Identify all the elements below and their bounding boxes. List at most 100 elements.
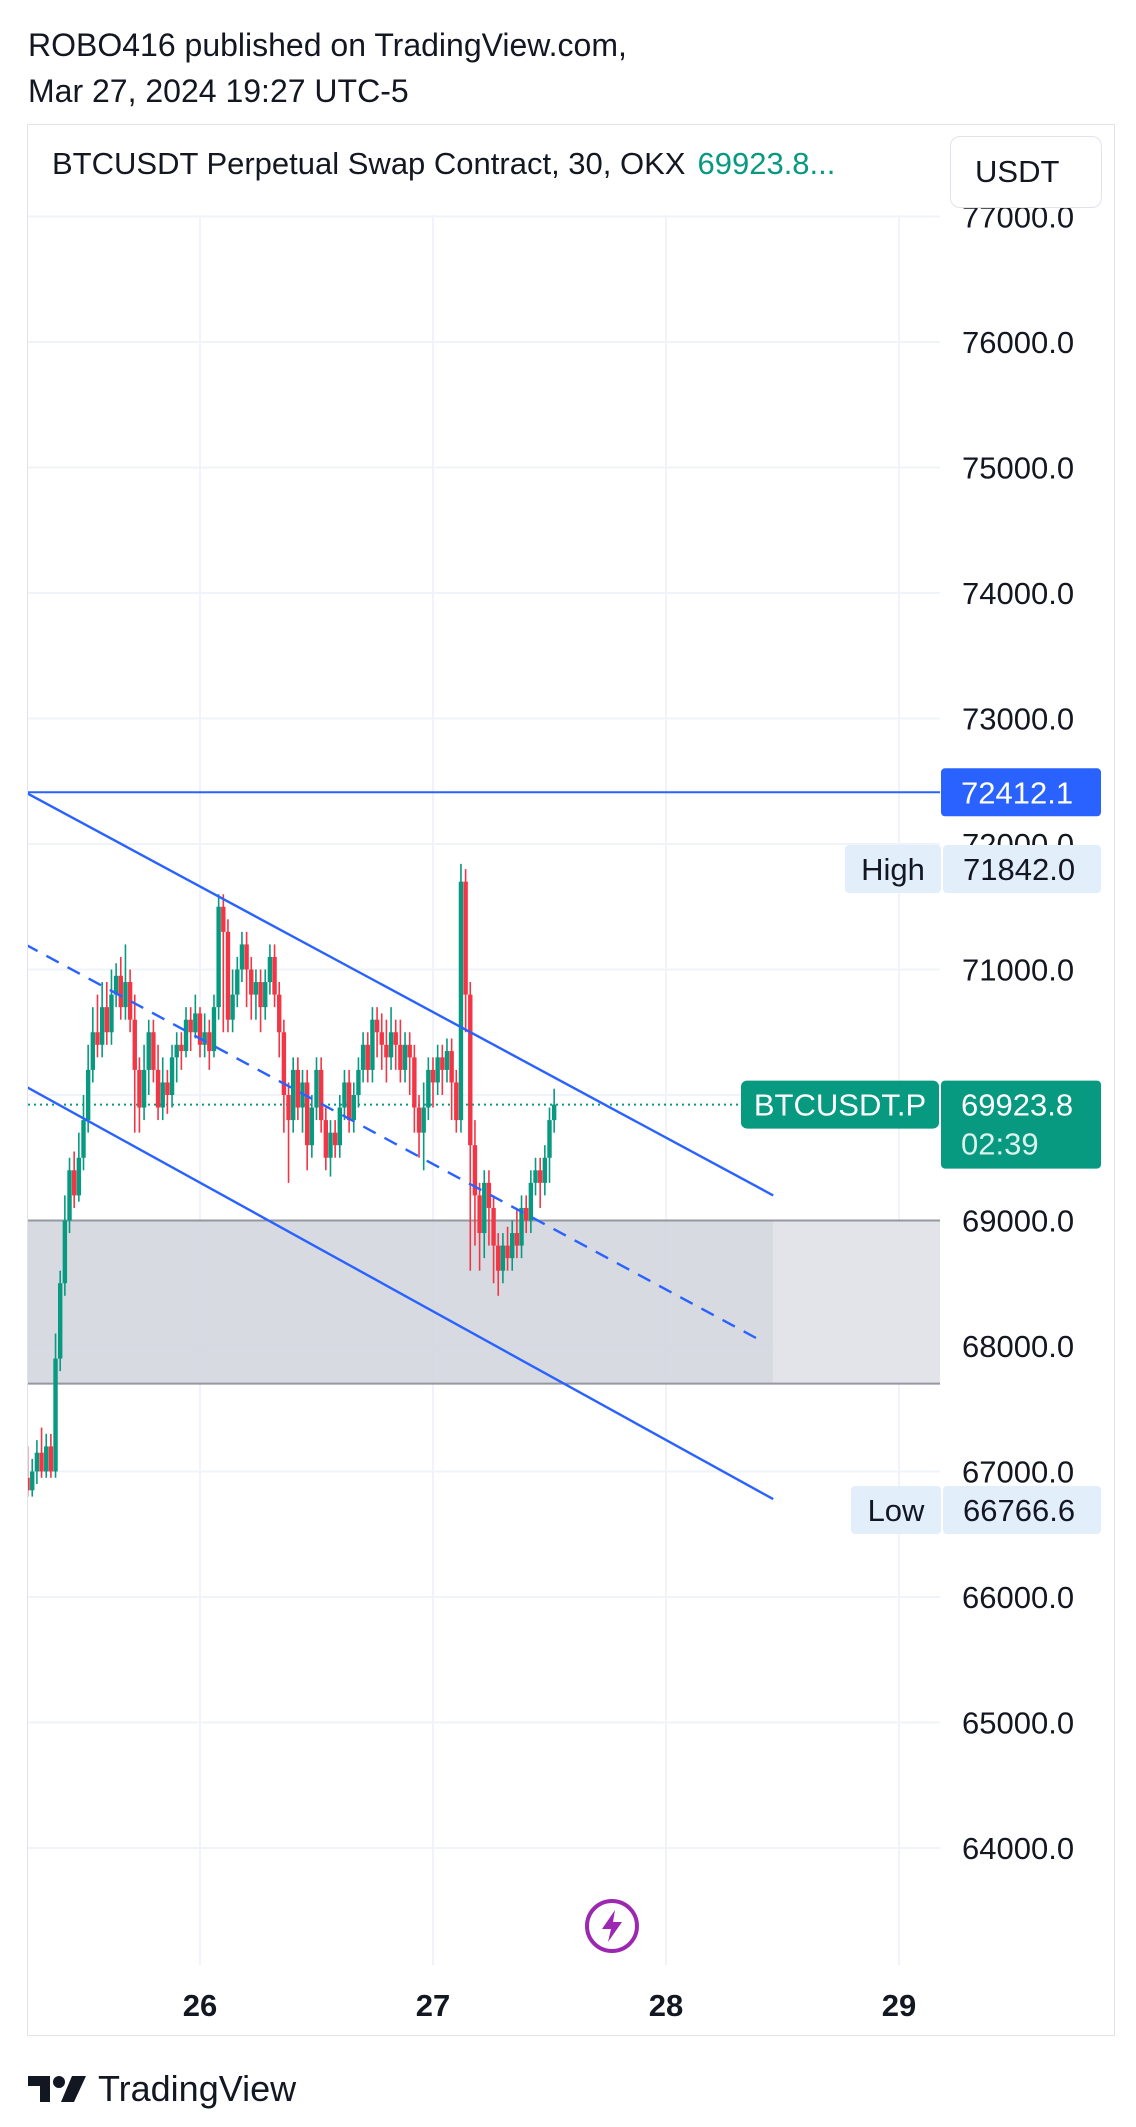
candle-body xyxy=(95,1032,100,1045)
candle-body xyxy=(486,1182,492,1208)
last-price-tag-bg xyxy=(941,1080,1101,1169)
support-zone xyxy=(28,1220,774,1384)
candle-body xyxy=(146,1032,151,1070)
currency-unit-button[interactable]: USDT xyxy=(950,136,1102,208)
candle-body xyxy=(444,1051,450,1070)
candle xyxy=(179,1032,184,1070)
candle-body xyxy=(510,1233,515,1259)
candle xyxy=(430,1057,436,1108)
candle-body xyxy=(169,1057,175,1095)
candle-body xyxy=(337,1107,342,1146)
candle-body xyxy=(39,1452,44,1472)
candle-body xyxy=(458,881,464,1121)
candle-body xyxy=(370,1019,375,1070)
candle-body xyxy=(193,1013,198,1033)
candle xyxy=(109,969,114,1045)
candle-body xyxy=(151,1032,156,1070)
candle-body xyxy=(440,1057,445,1070)
candle xyxy=(132,994,137,1133)
candle-body xyxy=(174,1044,179,1058)
candle-body xyxy=(332,1132,338,1146)
candle-body xyxy=(281,1032,287,1095)
candle-body xyxy=(398,1044,403,1070)
candle xyxy=(253,969,259,1020)
candle xyxy=(402,1032,408,1083)
candle-body xyxy=(249,969,254,995)
candle-body xyxy=(244,944,249,970)
candle-body xyxy=(542,1157,548,1183)
candle xyxy=(291,1057,296,1133)
candle xyxy=(496,1233,501,1296)
candle xyxy=(547,1107,552,1183)
candle xyxy=(449,1038,454,1121)
candle xyxy=(477,1182,482,1271)
candle-body xyxy=(34,1452,40,1472)
candle-body xyxy=(360,1044,366,1070)
candle-body xyxy=(500,1245,506,1271)
candle xyxy=(328,1120,333,1177)
candle-body xyxy=(551,1104,557,1121)
candle-body xyxy=(524,1207,529,1221)
candle xyxy=(519,1195,524,1259)
candle-body xyxy=(267,956,273,983)
candle xyxy=(263,969,268,1020)
candle xyxy=(337,1095,342,1158)
channel-middle-line xyxy=(28,944,760,1341)
candle xyxy=(44,1433,49,1478)
candle xyxy=(551,1088,557,1133)
candle-body xyxy=(113,975,119,995)
high-value-tag: 71842.0 xyxy=(943,845,1101,893)
publisher-line: ROBO416 published on TradingView.com, xyxy=(28,27,627,63)
candle-body xyxy=(263,982,268,1008)
candle xyxy=(193,994,198,1039)
candle-body xyxy=(323,1120,329,1158)
candle-body xyxy=(85,1069,91,1121)
candle xyxy=(379,1013,384,1070)
tradingview-logo-icon xyxy=(28,2076,86,2102)
candle xyxy=(426,1057,431,1121)
candle xyxy=(388,1007,394,1070)
candle-body xyxy=(472,1145,478,1196)
candle-body xyxy=(90,1032,96,1070)
candle-body xyxy=(463,881,468,995)
time-axis-label: 27 xyxy=(416,1988,450,2023)
candle xyxy=(510,1220,515,1271)
candle-body xyxy=(318,1069,324,1121)
candle xyxy=(169,1044,175,1108)
candle xyxy=(39,1427,44,1478)
candle xyxy=(500,1233,506,1284)
candle-body xyxy=(62,1220,68,1284)
candle xyxy=(160,1057,165,1121)
high-label-tag-bg xyxy=(845,845,941,893)
candle-body xyxy=(76,1157,82,1196)
candle-body xyxy=(528,1182,534,1221)
candle xyxy=(165,1069,170,1114)
candle-body xyxy=(482,1182,487,1234)
candle xyxy=(113,963,119,1008)
candle-body xyxy=(328,1132,333,1158)
candle-body xyxy=(388,1032,394,1058)
candle xyxy=(542,1145,548,1196)
candle-body xyxy=(421,1107,426,1133)
candle-body xyxy=(123,982,128,1008)
candle-body xyxy=(356,1069,361,1095)
candle xyxy=(468,982,473,1271)
high-value-tag-text: 71842.0 xyxy=(963,852,1075,887)
time-axis-label: 29 xyxy=(882,1988,916,2023)
candle xyxy=(514,1207,520,1259)
candle xyxy=(360,1032,366,1083)
low-value-tag-text: 66766.6 xyxy=(963,1493,1075,1528)
price-axis-label: 66000.0 xyxy=(962,1580,1074,1615)
candle-body xyxy=(426,1069,431,1108)
candle xyxy=(127,969,133,1033)
candle xyxy=(197,1007,203,1058)
candle-body xyxy=(407,1044,412,1058)
candle xyxy=(95,994,100,1058)
candle-body xyxy=(351,1095,356,1121)
lightning-icon[interactable] xyxy=(584,1898,640,1954)
candle-body xyxy=(207,1032,212,1052)
candle-body xyxy=(104,1007,109,1033)
price-axis-label: 74000.0 xyxy=(962,576,1074,611)
tradingview-branding[interactable]: TradingView xyxy=(28,2068,296,2110)
